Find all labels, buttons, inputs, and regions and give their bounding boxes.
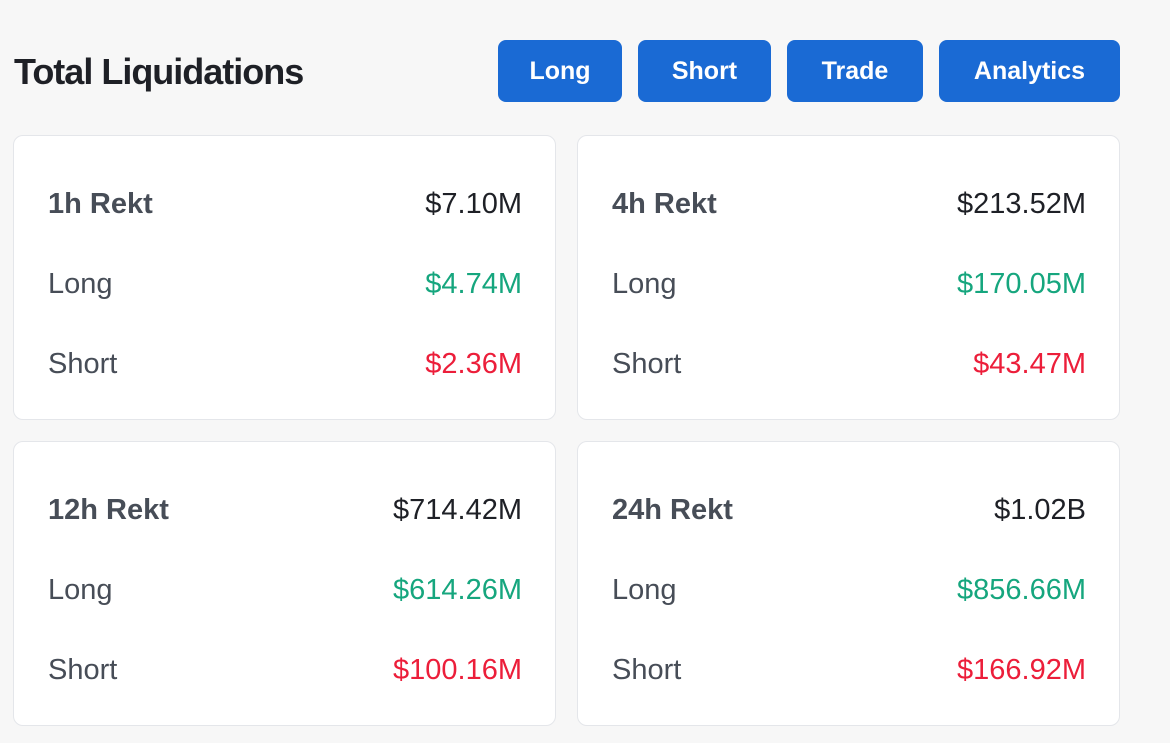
page-title: Total Liquidations bbox=[14, 51, 304, 92]
total-value: $1.02B bbox=[994, 493, 1086, 526]
card-title: 24h Rekt bbox=[612, 493, 733, 526]
short-value: $2.36M bbox=[425, 347, 522, 380]
short-row: Short $2.36M bbox=[48, 344, 522, 384]
long-value: $4.74M bbox=[425, 267, 522, 300]
rekt-card-4h: 4h Rekt $213.52M Long $170.05M Short $43… bbox=[577, 135, 1120, 420]
long-row: Long $614.26M bbox=[48, 570, 522, 610]
total-row: 24h Rekt $1.02B bbox=[612, 490, 1086, 530]
long-value: $614.26M bbox=[393, 573, 522, 606]
total-value: $714.42M bbox=[393, 493, 522, 526]
long-value: $170.05M bbox=[957, 267, 1086, 300]
long-label: Long bbox=[612, 267, 677, 300]
long-value: $856.66M bbox=[957, 573, 1086, 606]
card-title: 4h Rekt bbox=[612, 187, 717, 220]
rekt-card-1h: 1h Rekt $7.10M Long $4.74M Short $2.36M bbox=[13, 135, 556, 420]
short-label: Short bbox=[612, 653, 682, 686]
short-label: Short bbox=[48, 653, 118, 686]
short-label: Short bbox=[612, 347, 682, 380]
rekt-card-24h: 24h Rekt $1.02B Long $856.66M Short $166… bbox=[577, 441, 1120, 726]
rekt-card-12h: 12h Rekt $714.42M Long $614.26M Short $1… bbox=[13, 441, 556, 726]
long-label: Long bbox=[48, 267, 113, 300]
short-value: $166.92M bbox=[957, 653, 1086, 686]
short-value: $100.16M bbox=[393, 653, 522, 686]
card-title: 1h Rekt bbox=[48, 187, 153, 220]
long-row: Long $170.05M bbox=[612, 264, 1086, 304]
short-label: Short bbox=[48, 347, 118, 380]
long-row: Long $4.74M bbox=[48, 264, 522, 304]
long-button[interactable]: Long bbox=[498, 40, 622, 102]
short-row: Short $43.47M bbox=[612, 344, 1086, 384]
analytics-button[interactable]: Analytics bbox=[939, 40, 1120, 102]
total-value: $213.52M bbox=[957, 187, 1086, 220]
short-row: Short $100.16M bbox=[48, 650, 522, 690]
total-row: 12h Rekt $714.42M bbox=[48, 490, 522, 530]
long-label: Long bbox=[48, 573, 113, 606]
total-value: $7.10M bbox=[425, 187, 522, 220]
card-title: 12h Rekt bbox=[48, 493, 169, 526]
trade-button[interactable]: Trade bbox=[787, 40, 923, 102]
total-row: 1h Rekt $7.10M bbox=[48, 184, 522, 224]
total-row: 4h Rekt $213.52M bbox=[612, 184, 1086, 224]
short-value: $43.47M bbox=[973, 347, 1086, 380]
long-label: Long bbox=[612, 573, 677, 606]
short-button[interactable]: Short bbox=[638, 40, 771, 102]
short-row: Short $166.92M bbox=[612, 650, 1086, 690]
long-row: Long $856.66M bbox=[612, 570, 1086, 610]
